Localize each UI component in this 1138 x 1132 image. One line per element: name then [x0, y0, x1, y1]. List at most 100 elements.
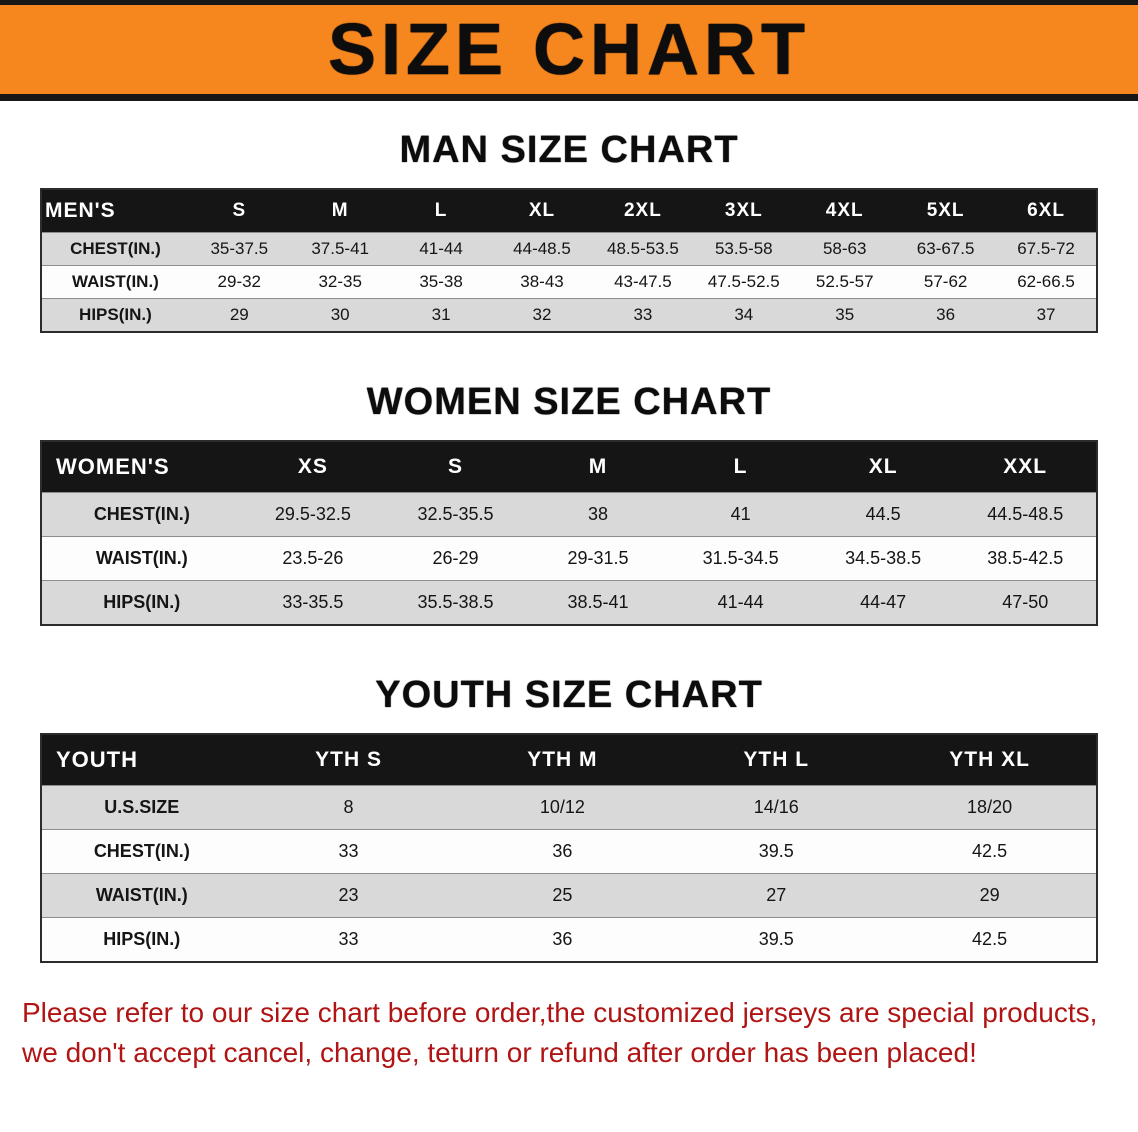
size-value-cell: 38.5-42.5 — [987, 548, 1064, 568]
column-header: YTH M — [455, 734, 670, 786]
column-header: YTH S — [241, 734, 456, 786]
size-value-cell: 23 — [338, 885, 359, 905]
size-chart-section: MAN SIZE CHART MEN'S S M L XL 2XL 3XL 4XL 5XL 6XL C… — [0, 129, 1138, 333]
notice-line-1: Please refer to our size chart before or… — [22, 997, 1098, 1028]
size-value-cell: 33 — [633, 305, 653, 324]
size-value-cell: 33-35.5 — [282, 592, 344, 612]
column-header: M — [526, 441, 670, 493]
size-value-cell: 34 — [734, 305, 754, 324]
column-header: YTH XL — [883, 734, 1097, 786]
size-value-cell: 37.5-41 — [311, 239, 370, 258]
table-row: WAIST(IN.) 23 25 27 29 — [41, 873, 1097, 918]
size-value-cell: 34.5-38.5 — [845, 548, 922, 568]
size-value-cell: 62-66.5 — [1017, 272, 1075, 291]
column-header: XL — [811, 441, 955, 493]
size-value-cell: 32-35 — [318, 272, 362, 291]
row-label: HIPS(IN.) — [79, 305, 152, 324]
row-label: HIPS(IN.) — [103, 929, 181, 949]
size-value-cell: 14/16 — [753, 797, 799, 817]
section-heading: MAN SIZE CHART — [399, 129, 739, 171]
size-value-cell: 29 — [229, 305, 249, 324]
size-value-cell: 44.5 — [865, 504, 901, 524]
size-value-cell: 44-47 — [860, 592, 907, 612]
size-value-cell: 41 — [730, 504, 751, 524]
size-value-cell: 43-47.5 — [614, 272, 672, 291]
size-value-cell: 37 — [1036, 305, 1056, 324]
size-value-cell: 35-37.5 — [210, 239, 269, 258]
table-row: WAIST(IN.) 29-32 32-35 35-38 38-43 43-47.5 47.… — [41, 265, 1097, 299]
size-value-cell: 8 — [343, 797, 354, 817]
banner: SIZE CHART — [0, 0, 1138, 101]
column-header: L — [390, 189, 492, 233]
size-value-cell: 36 — [552, 929, 573, 949]
row-label: WAIST(IN.) — [95, 548, 188, 568]
size-value-cell: 26-29 — [432, 548, 479, 568]
size-value-cell: 42.5 — [972, 841, 1008, 861]
column-header: WOMEN'S — [41, 441, 242, 493]
size-value-cell: 38 — [588, 504, 609, 524]
column-header: M — [289, 189, 391, 233]
row-label: CHEST(IN.) — [93, 504, 190, 524]
size-value-cell: 23.5-26 — [282, 548, 344, 568]
column-header: YOUTH — [41, 734, 242, 786]
size-value-cell: 38.5-41 — [567, 592, 629, 612]
size-value-cell: 48.5-53.5 — [606, 239, 679, 258]
size-value-cell: 32 — [532, 305, 552, 324]
size-table: MEN'S S M L XL 2XL 3XL 4XL 5XL 6XL CHEST(IN.) 35-37… — [40, 188, 1098, 333]
size-value-cell: 42.5 — [972, 929, 1008, 949]
size-charts-container: MAN SIZE CHART MEN'S S M L XL 2XL 3XL 4XL 5XL 6XL C… — [0, 129, 1138, 963]
size-value-cell: 67.5-72 — [1017, 239, 1075, 258]
size-value-cell: 27 — [766, 885, 787, 905]
size-value-cell: 29.5-32.5 — [274, 504, 351, 524]
table-row: WAIST(IN.) 23.5-26 26-29 29-31.5 31.5-34.5 34… — [41, 536, 1097, 581]
column-header: L — [669, 441, 812, 493]
size-chart-section: WOMEN SIZE CHART WOMEN'S XS S M L XL XXL CHEST(I… — [0, 381, 1138, 626]
header-row: MEN'S S M L XL 2XL 3XL 4XL 5XL 6XL — [41, 189, 1097, 233]
column-header: 3XL — [693, 189, 795, 233]
page-title: SIZE CHART — [328, 9, 810, 90]
size-value-cell: 39.5 — [758, 929, 794, 949]
table-row: HIPS(IN.) 29 30 31 32 33 34 35 36 37 — [41, 298, 1097, 332]
size-value-cell: 30 — [330, 305, 350, 324]
size-chart-section: YOUTH SIZE CHART YOUTH YTH S YTH M YTH L YTH … — [0, 674, 1138, 963]
header-row: YOUTH YTH S YTH M YTH L YTH XL — [41, 734, 1097, 786]
size-value-cell: 57-62 — [923, 272, 968, 291]
column-header: XS — [241, 441, 385, 493]
column-header: S — [188, 189, 290, 233]
table-row: CHEST(IN.) 35-37.5 37.5-41 41-44 44-48.5 48.5… — [41, 232, 1097, 266]
size-value-cell: 35-38 — [419, 272, 463, 291]
size-value-cell: 47.5-52.5 — [707, 272, 780, 291]
notice-line-2: we don't accept cancel, change, teturn o… — [22, 1036, 977, 1068]
size-value-cell: 31.5-34.5 — [702, 548, 779, 568]
table-row: CHEST(IN.) 33 36 39.5 42.5 — [41, 829, 1097, 874]
section-heading: YOUTH SIZE CHART — [375, 674, 763, 716]
size-value-cell: 41-44 — [419, 239, 463, 258]
size-value-cell: 25 — [552, 885, 573, 905]
footer-notice: Please refer to our size chart before or… — [22, 993, 1114, 1073]
row-label: U.S.SIZE — [104, 797, 180, 817]
size-value-cell: 36 — [552, 841, 573, 861]
section-heading: WOMEN SIZE CHART — [366, 381, 772, 423]
size-value-cell: 29-32 — [217, 272, 262, 291]
row-label: CHEST(IN.) — [70, 239, 161, 258]
size-value-cell: 31 — [431, 305, 451, 324]
size-table: YOUTH YTH S YTH M YTH L YTH XL U.S.SIZE 8 10/12… — [40, 733, 1098, 963]
table-row: CHEST(IN.) 29.5-32.5 32.5-35.5 38 41 44.5 44.5… — [41, 492, 1097, 537]
size-value-cell: 33 — [338, 841, 359, 861]
column-header: 2XL — [592, 189, 694, 233]
size-value-cell: 18/20 — [967, 797, 1013, 817]
column-header: MEN'S — [41, 189, 189, 233]
size-value-cell: 35.5-38.5 — [417, 592, 494, 612]
size-value-cell: 33 — [338, 929, 359, 949]
size-value-cell: 52.5-57 — [815, 272, 874, 291]
size-value-cell: 36 — [936, 305, 956, 324]
size-value-cell: 63-67.5 — [916, 239, 975, 258]
size-value-cell: 39.5 — [758, 841, 794, 861]
row-label: WAIST(IN.) — [71, 272, 159, 291]
size-value-cell: 44-48.5 — [513, 239, 571, 258]
row-label: HIPS(IN.) — [103, 592, 181, 612]
header-row: WOMEN'S XS S M L XL XXL — [41, 441, 1097, 493]
size-table: WOMEN'S XS S M L XL XXL CHEST(IN.) 29.5-32.5 32.5… — [40, 440, 1098, 626]
size-value-cell: 32.5-35.5 — [417, 504, 494, 524]
size-value-cell: 35 — [835, 305, 855, 324]
